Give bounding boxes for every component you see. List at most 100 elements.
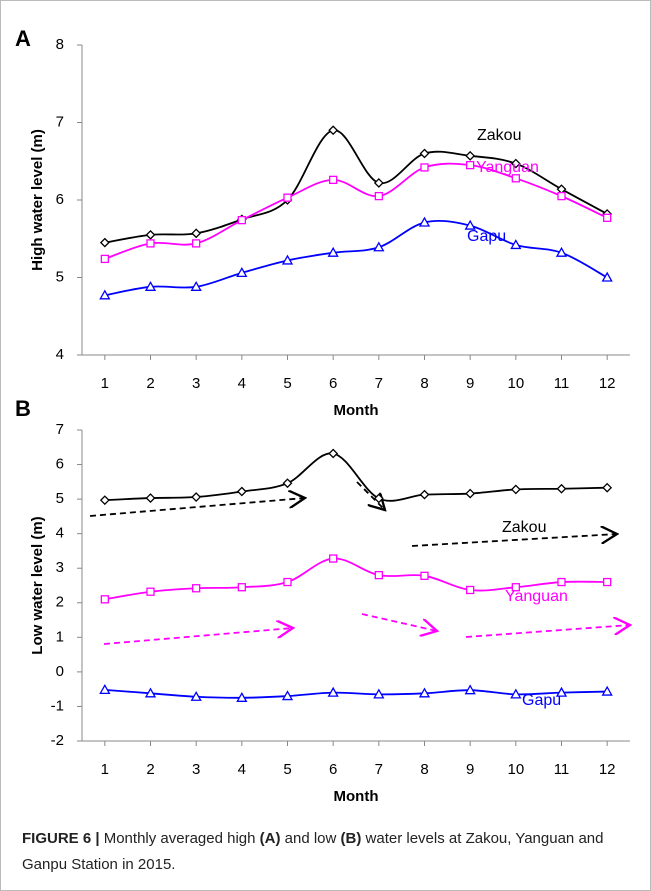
data-marker	[144, 687, 157, 698]
x-tick-label: 6	[329, 375, 337, 392]
x-tick-label: 3	[192, 375, 200, 392]
data-marker	[465, 488, 476, 499]
series-label: Yanguan	[476, 159, 539, 176]
data-marker	[237, 215, 246, 225]
trend-arrow	[89, 498, 305, 517]
data-marker	[283, 193, 292, 202]
x-axis-label: Month	[334, 788, 379, 805]
x-tick-label: 10	[507, 761, 524, 778]
series-line	[104, 688, 608, 699]
data-marker	[144, 280, 157, 291]
series-label: Zakou	[477, 127, 521, 144]
data-marker	[190, 690, 202, 701]
caption-label: FIGURE 6 |	[22, 830, 100, 847]
x-tick-label: 6	[329, 761, 337, 778]
x-tick-label: 5	[283, 761, 291, 778]
y-tick-label: -1	[51, 697, 64, 714]
data-marker	[329, 175, 338, 185]
data-marker	[145, 493, 156, 503]
data-marker	[192, 584, 201, 593]
series-label: Gapu	[467, 228, 506, 245]
y-tick-label: 7	[56, 421, 64, 438]
data-marker	[418, 216, 431, 227]
data-marker	[373, 241, 385, 252]
trend-arrow	[103, 628, 293, 645]
data-marker	[511, 174, 520, 183]
x-axis-label: Month	[334, 402, 379, 419]
x-tick-label: 8	[420, 761, 428, 778]
caption-text: (B)	[340, 830, 362, 847]
data-marker	[419, 489, 430, 500]
data-marker	[555, 246, 568, 257]
panel-label: A	[15, 26, 31, 51]
y-axis-label: Low water level (m)	[29, 516, 46, 654]
x-tick-label: 9	[466, 761, 474, 778]
data-marker	[99, 237, 110, 248]
series-line	[104, 219, 608, 297]
y-tick-label: 4	[56, 346, 64, 363]
data-marker	[557, 577, 566, 587]
data-marker	[329, 554, 338, 563]
data-marker	[237, 583, 246, 592]
data-marker	[281, 254, 294, 265]
data-marker	[100, 595, 109, 604]
series-line	[104, 129, 608, 244]
data-marker	[99, 684, 111, 695]
data-marker	[373, 178, 384, 188]
data-marker	[510, 688, 522, 699]
caption-text: (A)	[259, 830, 281, 847]
data-marker	[419, 148, 430, 159]
data-marker	[420, 163, 429, 172]
x-tick-label: 9	[466, 375, 474, 392]
x-tick-label: 7	[375, 761, 383, 778]
caption-text: and low	[284, 830, 337, 847]
data-marker	[99, 495, 110, 506]
series-label: Yanguan	[505, 588, 568, 605]
x-tick-label: 4	[238, 375, 246, 392]
data-marker	[420, 571, 429, 580]
trend-arrows	[89, 481, 630, 645]
y-tick-label: 3	[56, 559, 64, 576]
y-axis-label: High water level (m)	[29, 129, 46, 271]
data-marker	[145, 229, 156, 240]
panel-label: B	[15, 396, 31, 421]
x-tick-label: 8	[420, 375, 428, 392]
y-tick-label: -2	[51, 732, 64, 749]
data-marker	[146, 239, 155, 248]
data-marker	[511, 583, 520, 592]
data-marker	[99, 289, 111, 300]
x-tick-label: 12	[599, 761, 616, 778]
data-marker	[191, 228, 202, 239]
data-marker	[557, 191, 566, 201]
data-marker	[510, 239, 522, 250]
data-marker	[282, 478, 293, 489]
data-marker	[327, 686, 339, 697]
data-marker	[510, 484, 521, 495]
trend-arrow	[465, 625, 630, 638]
x-tick-label: 11	[554, 375, 570, 392]
data-marker	[464, 684, 476, 695]
trend-arrow	[361, 613, 437, 631]
y-tick-label: 2	[56, 594, 64, 611]
data-marker	[418, 687, 431, 698]
data-marker	[556, 483, 567, 494]
data-marker	[281, 690, 294, 701]
data-marker	[190, 280, 202, 291]
trend-arrow	[411, 534, 617, 547]
y-tick-label: 6	[56, 191, 64, 208]
series-line	[104, 162, 608, 260]
x-tick-label: 2	[146, 761, 154, 778]
x-tick-label: 2	[146, 375, 154, 392]
y-tick-label: 4	[56, 525, 64, 542]
y-tick-label: 0	[56, 663, 64, 680]
data-marker	[601, 271, 613, 282]
y-tick-label: 6	[56, 456, 64, 473]
data-marker	[236, 267, 248, 277]
data-marker	[466, 160, 475, 170]
x-tick-label: 5	[283, 375, 291, 392]
data-marker	[510, 158, 521, 169]
x-tick-label: 11	[554, 761, 570, 778]
data-marker	[602, 482, 613, 493]
